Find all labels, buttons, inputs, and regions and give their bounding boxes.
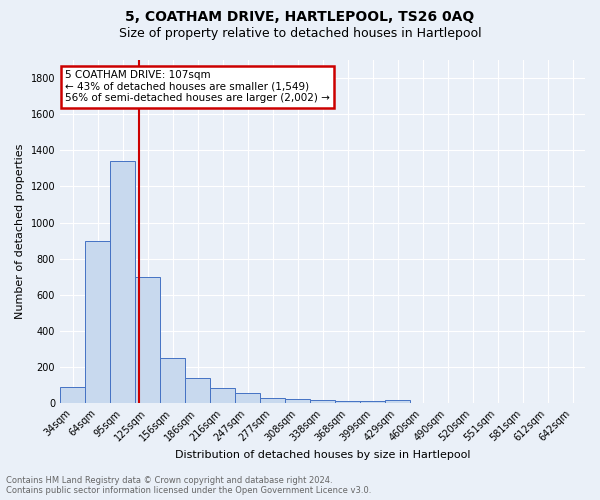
Bar (85, 240, 110, 403)
Text: 5 COATHAM DRIVE: 107sqm
← 43% of detached houses are smaller (1,549)
56% of semi: 5 COATHAM DRIVE: 107sqm ← 43% of detache… (65, 70, 330, 104)
Bar (285, 398, 310, 403)
Bar (160, 358, 185, 403)
Text: Size of property relative to detached houses in Hartlepool: Size of property relative to detached ho… (119, 28, 481, 40)
Bar (335, 401, 360, 403)
Y-axis label: Number of detached properties: Number of detached properties (15, 144, 25, 320)
Bar (60, 387, 85, 403)
Bar (110, 161, 135, 403)
Bar (210, 388, 235, 403)
Text: 5, COATHAM DRIVE, HARTLEPOOL, TS26 0AQ: 5, COATHAM DRIVE, HARTLEPOOL, TS26 0AQ (125, 10, 475, 24)
Bar (310, 400, 335, 403)
X-axis label: Distribution of detached houses by size in Hartlepool: Distribution of detached houses by size … (175, 450, 470, 460)
Bar (185, 378, 210, 403)
Bar (360, 402, 385, 403)
Bar (135, 277, 160, 403)
Bar (260, 398, 285, 403)
Bar (385, 400, 410, 403)
Text: Contains HM Land Registry data © Crown copyright and database right 2024.
Contai: Contains HM Land Registry data © Crown c… (6, 476, 371, 495)
Bar (235, 394, 260, 403)
